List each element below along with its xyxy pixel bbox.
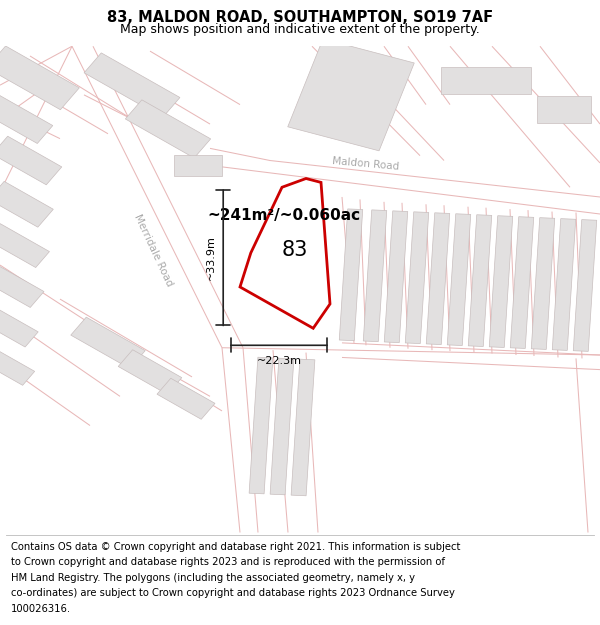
Polygon shape [84, 53, 180, 118]
Polygon shape [531, 217, 555, 349]
Text: to Crown copyright and database rights 2023 and is reproduced with the permissio: to Crown copyright and database rights 2… [11, 558, 445, 568]
Polygon shape [71, 317, 145, 369]
Polygon shape [510, 217, 534, 349]
Polygon shape [125, 100, 211, 158]
Polygon shape [339, 209, 363, 341]
Text: 83, MALDON ROAD, SOUTHAMPTON, SO19 7AF: 83, MALDON ROAD, SOUTHAMPTON, SO19 7AF [107, 10, 493, 25]
Polygon shape [441, 67, 531, 94]
Polygon shape [0, 46, 79, 110]
Text: 83: 83 [282, 239, 308, 259]
Polygon shape [0, 349, 35, 385]
Text: 100026316.: 100026316. [11, 604, 71, 614]
Polygon shape [363, 210, 387, 342]
Text: Contains OS data © Crown copyright and database right 2021. This information is : Contains OS data © Crown copyright and d… [11, 542, 460, 552]
Polygon shape [0, 309, 38, 347]
Text: ~241m²/~0.060ac: ~241m²/~0.060ac [207, 208, 360, 223]
Polygon shape [157, 378, 215, 419]
Text: Merridale Road: Merridale Road [132, 213, 174, 288]
Polygon shape [0, 224, 49, 268]
Polygon shape [240, 179, 330, 328]
Polygon shape [0, 95, 53, 144]
Polygon shape [0, 136, 62, 185]
Polygon shape [249, 357, 273, 494]
Polygon shape [288, 39, 414, 151]
Polygon shape [384, 211, 408, 342]
Polygon shape [118, 350, 182, 394]
Polygon shape [552, 219, 576, 351]
Polygon shape [468, 215, 492, 346]
Polygon shape [0, 266, 44, 308]
Text: HM Land Registry. The polygons (including the associated geometry, namely x, y: HM Land Registry. The polygons (includin… [11, 573, 415, 583]
Text: co-ordinates) are subject to Crown copyright and database rights 2023 Ordnance S: co-ordinates) are subject to Crown copyr… [11, 588, 455, 598]
Text: Map shows position and indicative extent of the property.: Map shows position and indicative extent… [120, 23, 480, 36]
Polygon shape [174, 155, 222, 176]
Polygon shape [426, 213, 450, 344]
Polygon shape [0, 181, 53, 228]
Text: ~33.9m: ~33.9m [206, 236, 216, 280]
Polygon shape [447, 214, 471, 346]
Text: ~22.3m: ~22.3m [257, 356, 302, 366]
Text: Maldon Road: Maldon Road [332, 156, 400, 172]
Polygon shape [270, 358, 294, 495]
Polygon shape [537, 96, 591, 123]
Polygon shape [405, 212, 429, 344]
Polygon shape [573, 219, 597, 351]
Polygon shape [291, 359, 315, 496]
Polygon shape [489, 216, 513, 348]
